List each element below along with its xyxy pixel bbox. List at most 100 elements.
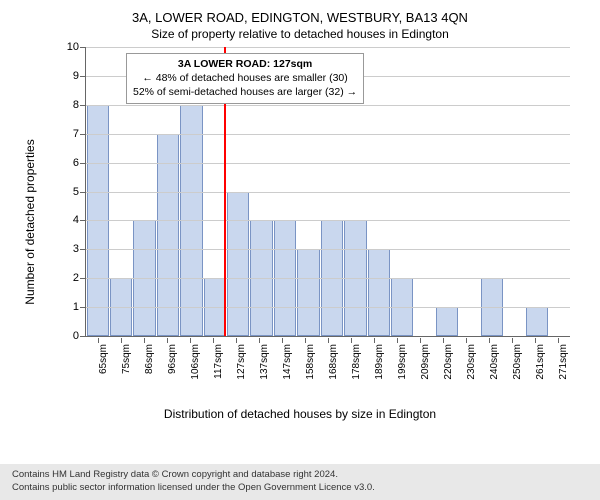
attribution-footer: Contains HM Land Registry data © Crown c…	[0, 464, 600, 500]
y-tick-label: 1	[61, 301, 79, 313]
x-tick-label: 158sqm	[305, 344, 316, 380]
grid-line	[86, 220, 570, 221]
x-tick-label: 106sqm	[190, 344, 201, 380]
y-tick	[80, 336, 86, 337]
x-tick-label: 137sqm	[259, 344, 270, 380]
x-tick-label: 147sqm	[282, 344, 293, 380]
x-tick-mark	[351, 338, 352, 343]
x-tick: 137sqm	[247, 338, 270, 398]
x-tick: 117sqm	[201, 338, 224, 398]
y-tick	[80, 105, 86, 106]
bar	[157, 134, 179, 336]
chart-area: Number of detached properties 65sqm75sqm…	[60, 47, 570, 397]
y-tick	[80, 76, 86, 77]
bar	[368, 249, 390, 336]
x-tick-mark	[259, 338, 260, 343]
x-tick-label: 271sqm	[558, 344, 569, 380]
y-tick	[80, 307, 86, 308]
chart-container: 3A, LOWER ROAD, EDINGTON, WESTBURY, BA13…	[0, 0, 600, 500]
y-tick-label: 0	[61, 330, 79, 342]
x-tick: 96sqm	[155, 338, 178, 398]
x-tick-label: 199sqm	[397, 344, 408, 380]
x-tick: 75sqm	[109, 338, 132, 398]
x-tick-mark	[121, 338, 122, 343]
x-tick-label: 75sqm	[121, 344, 132, 374]
x-tick-mark	[167, 338, 168, 343]
y-tick	[80, 163, 86, 164]
x-tick: 209sqm	[409, 338, 432, 398]
x-tick-label: 230sqm	[466, 344, 477, 380]
x-axis-label: Distribution of detached houses by size …	[20, 407, 580, 421]
x-tick-mark	[466, 338, 467, 343]
y-tick-label: 9	[61, 70, 79, 82]
y-tick	[80, 47, 86, 48]
x-tick: 127sqm	[224, 338, 247, 398]
y-tick-label: 7	[61, 128, 79, 140]
x-tick-mark	[558, 338, 559, 343]
y-tick-label: 6	[61, 157, 79, 169]
grid-line	[86, 163, 570, 164]
x-tick-label: 127sqm	[236, 344, 247, 380]
y-tick	[80, 249, 86, 250]
x-tick-mark	[98, 338, 99, 343]
x-tick-mark	[535, 338, 536, 343]
callout-box: 3A LOWER ROAD: 127sqm← 48% of detached h…	[126, 53, 364, 104]
x-tick-label: 117sqm	[213, 344, 224, 379]
bar	[526, 307, 548, 336]
x-tick-mark	[305, 338, 306, 343]
x-tick-mark	[420, 338, 421, 343]
x-tick: 158sqm	[293, 338, 316, 398]
callout-line: 52% of semi-detached houses are larger (…	[133, 85, 357, 99]
y-tick	[80, 220, 86, 221]
y-axis-label: Number of detached properties	[23, 139, 37, 304]
callout-line: ← 48% of detached houses are smaller (30…	[133, 71, 357, 85]
attribution-line: Contains HM Land Registry data © Crown c…	[12, 469, 588, 482]
x-tick-mark	[282, 338, 283, 343]
grid-line	[86, 307, 570, 308]
x-tick-label: 86sqm	[144, 344, 155, 374]
x-tick-mark	[144, 338, 145, 343]
bar	[436, 307, 458, 336]
grid-line	[86, 47, 570, 48]
x-tick: 240sqm	[478, 338, 501, 398]
x-tick-mark	[397, 338, 398, 343]
bar	[297, 249, 319, 336]
y-tick-label: 10	[61, 41, 79, 53]
x-tick-mark	[489, 338, 490, 343]
x-tick-mark	[374, 338, 375, 343]
x-tick: 189sqm	[363, 338, 386, 398]
x-tick-mark	[328, 338, 329, 343]
chart-subtitle: Size of property relative to detached ho…	[20, 27, 580, 41]
y-tick	[80, 134, 86, 135]
x-tick: 250sqm	[501, 338, 524, 398]
x-tick-label: 189sqm	[374, 344, 385, 380]
x-tick-label: 178sqm	[351, 344, 362, 380]
y-tick-label: 5	[61, 186, 79, 198]
grid-line	[86, 278, 570, 279]
x-tick: 199sqm	[386, 338, 409, 398]
grid-line	[86, 134, 570, 135]
bar	[227, 192, 249, 337]
x-tick-row: 65sqm 75sqm 86sqm96sqm 106sqm 117sqm 127sqm 13…	[86, 338, 570, 398]
y-tick-label: 8	[61, 99, 79, 111]
x-tick-mark	[443, 338, 444, 343]
x-tick-label: 209sqm	[420, 344, 431, 380]
x-tick-label: 220sqm	[443, 344, 454, 380]
x-tick: 168sqm	[316, 338, 339, 398]
y-tick-label: 2	[61, 272, 79, 284]
x-tick-label: 261sqm	[535, 344, 546, 380]
x-tick-mark	[213, 338, 214, 343]
y-tick-label: 4	[61, 214, 79, 226]
x-tick-label: 65sqm	[98, 344, 109, 374]
grid-line	[86, 105, 570, 106]
x-tick: 106sqm	[178, 338, 201, 398]
y-tick-label: 3	[61, 243, 79, 255]
x-tick: 65sqm	[86, 338, 109, 398]
x-tick: 220sqm	[432, 338, 455, 398]
x-tick: 230sqm	[455, 338, 478, 398]
x-tick-label: 168sqm	[328, 344, 339, 380]
x-tick-mark	[190, 338, 191, 343]
x-tick-mark	[512, 338, 513, 343]
x-tick: 147sqm	[270, 338, 293, 398]
grid-line	[86, 249, 570, 250]
